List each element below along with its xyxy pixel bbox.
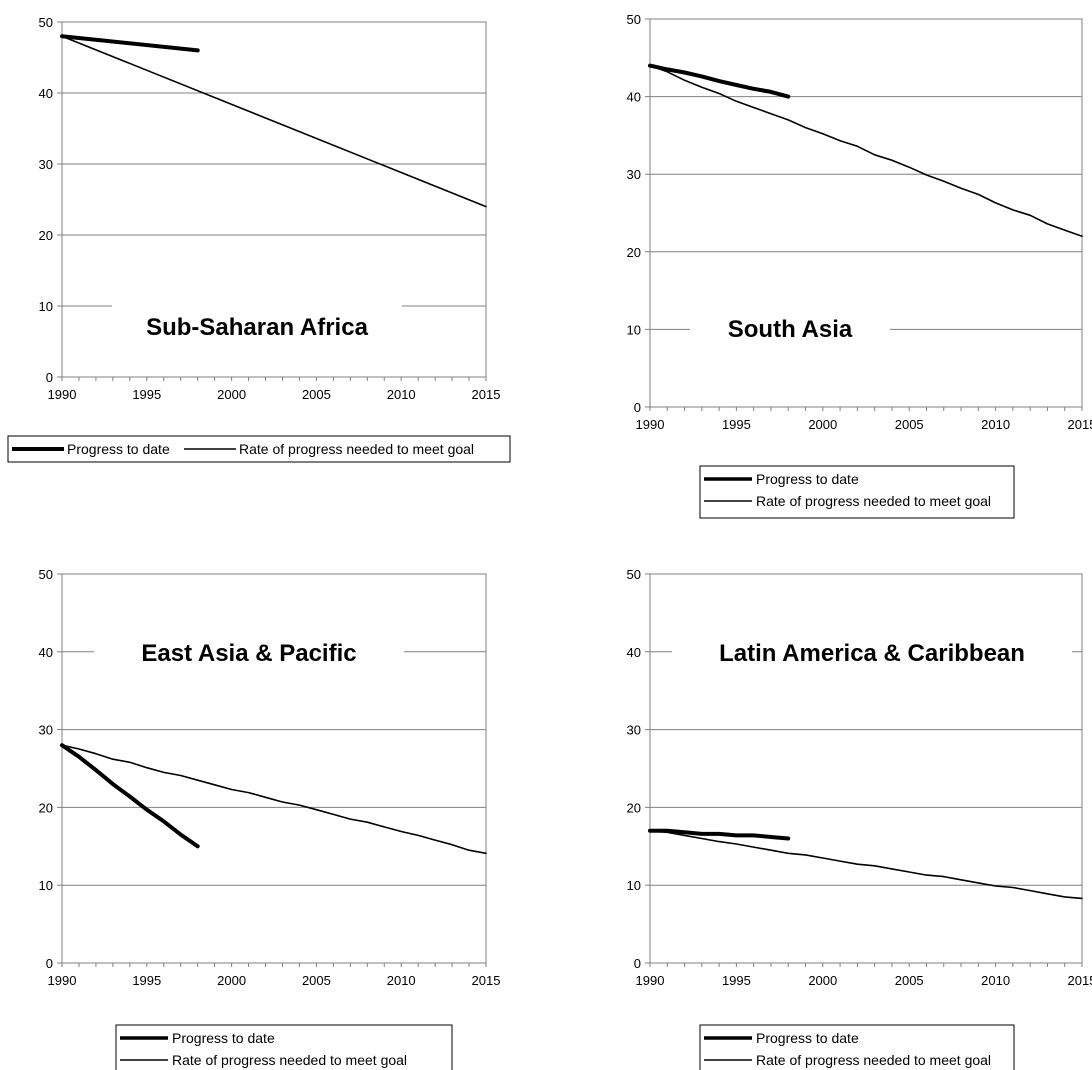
legend-box (7, 435, 511, 463)
y-tick-label: 30 (627, 167, 641, 182)
chart-title: Latin America & Caribbean (719, 640, 1025, 667)
legend: Progress to date Rate of progress needed … (699, 465, 1015, 519)
y-tick-label: 20 (39, 228, 53, 243)
y-tick-label: 30 (39, 157, 53, 172)
y-tick-label: 50 (39, 567, 53, 582)
y-tick-label: 30 (627, 723, 641, 738)
legend-label: Rate of progress needed to meet goal (756, 493, 991, 509)
legend-label: Progress to date (756, 471, 859, 487)
y-tick-label: 0 (46, 956, 53, 971)
series-line-progress-to-date (648, 63, 791, 99)
x-tick-label: 1995 (722, 417, 751, 432)
legend-label: Rate of progress needed to meet goal (172, 1052, 407, 1068)
legend: Progress to date Rate of progress needed … (115, 1024, 453, 1070)
legend-box (699, 465, 1015, 519)
chart-title: East Asia & Pacific (141, 640, 356, 667)
x-tick-label: 1995 (132, 387, 161, 402)
title-backdrop (672, 620, 1072, 686)
y-tick-label: 40 (39, 645, 53, 660)
series-line-rate-needed (649, 64, 1083, 238)
x-tick-label: 2010 (387, 973, 416, 988)
x-tick-label: 2010 (981, 417, 1010, 432)
x-tick-label: 2005 (895, 973, 924, 988)
x-tick-label: 1990 (636, 417, 665, 432)
x-tick-label: 2015 (472, 973, 501, 988)
y-tick-label: 50 (627, 567, 641, 582)
chart-panel-1: 0 10 20 30 40 50 1990 1995 2000 2005 2010 2015 Sub-S… (7, 15, 511, 463)
legend-label: Progress to date (756, 1030, 859, 1046)
x-tick-label: 2005 (302, 973, 331, 988)
legend: Progress to date Rate of progress needed … (7, 435, 511, 463)
x-tick-label: 2000 (808, 417, 837, 432)
series-line-rate-needed (649, 829, 1083, 900)
y-tick-label: 20 (39, 800, 53, 815)
y-tick-label: 0 (46, 370, 53, 385)
x-tick-label: 2010 (387, 387, 416, 402)
x-tick-label: 2015 (1068, 973, 1092, 988)
y-tick-label: 0 (634, 956, 641, 971)
title-backdrop (112, 294, 402, 360)
x-tick-label: 2000 (217, 973, 246, 988)
x-tick-label: 1995 (722, 973, 751, 988)
chart-panel-4: 0 10 20 30 40 50 1990 1995 2000 2005 2010 2015 Latin… (627, 567, 1092, 1070)
y-tick-label: 40 (627, 90, 641, 105)
x-tick-label: 2015 (1068, 417, 1092, 432)
legend: Progress to date Rate of progress needed … (699, 1024, 1015, 1070)
series-line-rate-needed (61, 744, 487, 855)
x-tick-label: 2015 (472, 387, 501, 402)
x-tick-label: 1990 (48, 387, 77, 402)
y-tick-label: 30 (39, 723, 53, 738)
legend-label: Rate of progress needed to meet goal (239, 441, 474, 457)
legend-box (699, 1024, 1015, 1070)
series-line-progress-to-date (648, 828, 791, 841)
series-line-progress-to-date (60, 743, 200, 849)
y-tick-label: 50 (627, 12, 641, 27)
x-tick-label: 1990 (636, 973, 665, 988)
series-line-progress-to-date (60, 34, 200, 53)
series-line-rate-needed (61, 35, 487, 208)
legend-label: Rate of progress needed to meet goal (756, 1052, 991, 1068)
legend-box (115, 1024, 453, 1070)
y-tick-label: 10 (627, 322, 641, 337)
y-tick-label: 10 (39, 878, 53, 893)
x-tick-label: 1995 (132, 973, 161, 988)
x-tick-label: 1990 (48, 973, 77, 988)
y-tick-label: 50 (39, 15, 53, 30)
x-tick-label: 2005 (895, 417, 924, 432)
x-tick-label: 2000 (808, 973, 837, 988)
y-tick-label: 0 (634, 400, 641, 415)
x-tick-label: 2000 (217, 387, 246, 402)
x-tick-label: 2010 (981, 973, 1010, 988)
y-tick-label: 40 (39, 86, 53, 101)
y-tick-label: 20 (627, 245, 641, 260)
y-tick-label: 10 (39, 299, 53, 314)
x-tick-label: 2005 (302, 387, 331, 402)
y-tick-label: 10 (627, 878, 641, 893)
y-tick-label: 40 (627, 645, 641, 660)
chart-title: Sub-Saharan Africa (146, 314, 368, 341)
chart-title: South Asia (728, 316, 853, 343)
chart-panel-2: 0 10 20 30 40 50 1990 1995 2000 2005 2010 2015 South… (627, 12, 1092, 519)
title-backdrop (690, 296, 890, 362)
title-backdrop (94, 620, 404, 686)
y-tick-label: 20 (627, 800, 641, 815)
chart-panel-3: 0 10 20 30 40 50 1990 1995 2000 2005 2010 2015 East … (39, 567, 501, 1070)
legend-label: Progress to date (172, 1030, 275, 1046)
legend-label: Progress to date (67, 441, 170, 457)
